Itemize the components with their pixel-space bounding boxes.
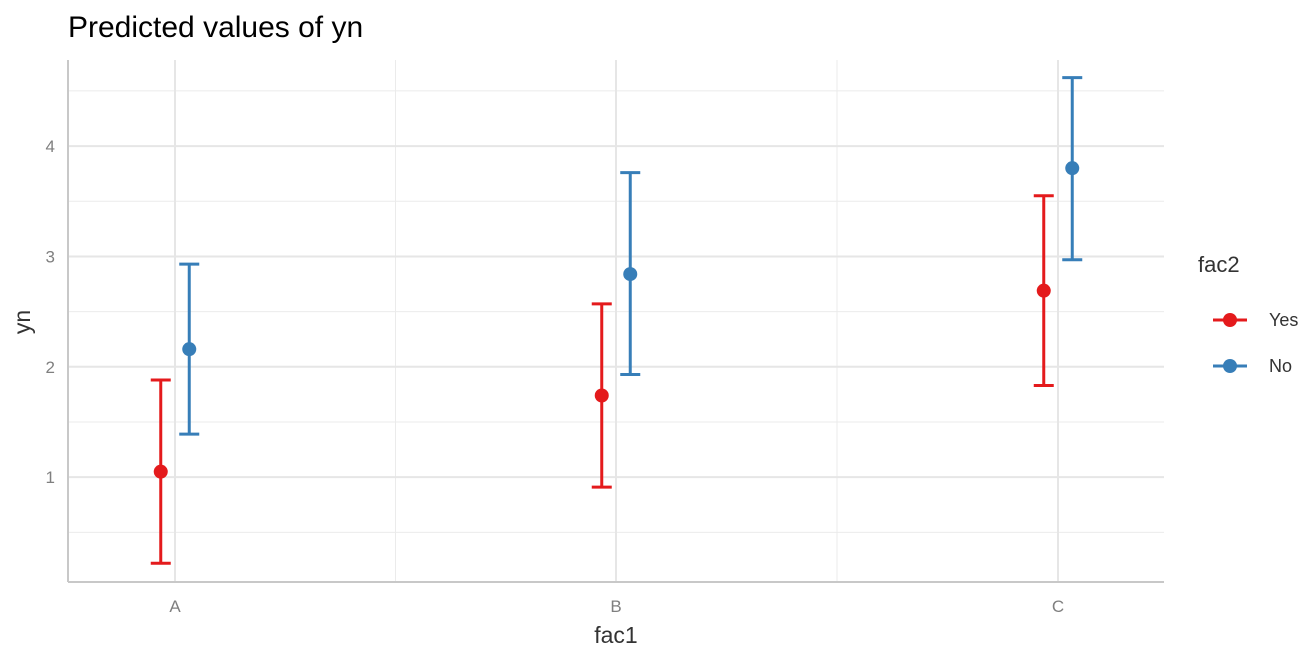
y-tick-label: 1 [46, 468, 55, 487]
data-point [153, 464, 168, 479]
x-axis-title: fac1 [594, 622, 637, 648]
legend-title: fac2 [1198, 252, 1240, 277]
grid-layer [68, 60, 1164, 582]
data-point [1036, 283, 1051, 298]
y-tick-label: 2 [46, 358, 55, 377]
legend-label: Yes [1269, 310, 1298, 330]
data-point [623, 267, 638, 282]
data-point [1065, 161, 1080, 176]
y-axis-title: yn [9, 310, 35, 334]
legend-key-point [1223, 313, 1237, 327]
y-tick-label: 3 [46, 247, 55, 266]
legend-key-point [1223, 359, 1237, 373]
data-point [594, 388, 609, 403]
x-tick-label: C [1052, 597, 1064, 616]
legend-item-yes: Yes [1213, 310, 1298, 330]
legend-label: No [1269, 356, 1292, 376]
x-tick-label: A [169, 597, 181, 616]
marks-layer [150, 76, 1083, 565]
x-tick-label: B [610, 597, 621, 616]
y-tick-label: 4 [46, 137, 55, 156]
data-point [182, 342, 197, 357]
axes-layer: 1 2 3 4 A B C [46, 60, 1164, 616]
legend-item-no: No [1213, 356, 1292, 376]
series-no [179, 76, 1083, 436]
series-yes [150, 194, 1054, 565]
legend: fac2 Yes No [1198, 252, 1298, 376]
chart-title: Predicted values of yn [68, 11, 363, 44]
